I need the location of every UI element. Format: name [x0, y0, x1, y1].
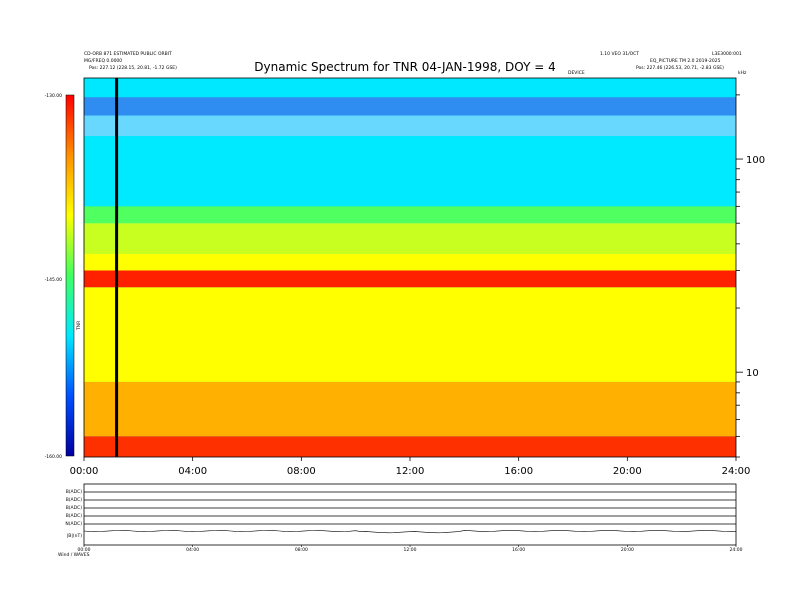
chart-title: Dynamic Spectrum for TNR 04-JAN-1998, DO… — [254, 60, 555, 74]
header-left-line3: Pos: 227.12 (228.15, 20.81, -1.72 GSE) — [89, 65, 177, 71]
sub-panel-frame — [83, 483, 737, 546]
header-right-corner: L3E3000:001 — [712, 51, 742, 57]
x-tick-label: 04:00 — [178, 466, 207, 477]
sub-panel-label: N(ADC) — [65, 521, 82, 527]
header-right-line1: 1.10 VEO 31/OCT — [600, 51, 639, 57]
footer-label: Wind / WAVES — [58, 552, 90, 558]
spectrogram-panel — [83, 77, 737, 458]
header-right-line2: EQ_PICTURE TM 2.0 2019-2025 — [650, 58, 721, 64]
spectrum-band-6 — [84, 253, 736, 271]
colorbar — [65, 94, 75, 457]
device-label: DEVICE — [568, 70, 585, 76]
spectrum-band-4 — [84, 206, 736, 224]
y-tick-label: 10 — [746, 368, 759, 379]
sub-x-tick-label: 16:00 — [512, 547, 525, 553]
y-unit-label: kHz — [738, 70, 747, 76]
sub-x-tick-label: 24:00 — [730, 547, 743, 553]
sub-panels: B(ADC) B(ADC) B(ADC) B(ADC) N(ADC) |B|(nT) 00:… — [65, 483, 743, 553]
x-tick-label: 20:00 — [613, 466, 642, 477]
spectrum-band-2 — [84, 115, 736, 137]
spectrum-band-10 — [84, 436, 736, 457]
spectrum-band-9 — [84, 381, 736, 437]
x-axis: 00:00 04:00 08:00 12:00 16:00 20:00 24:00 — [70, 457, 751, 477]
colorbar-tick-top: -130.00 — [45, 93, 63, 99]
spectrum-band-0 — [84, 78, 736, 98]
header-left-line2: MG/FREQ 0.0000 — [84, 58, 122, 64]
colorbar-label: TNR — [76, 321, 82, 331]
sub-x-tick-label: 04:00 — [186, 547, 199, 553]
sub-panel-label: |B|(nT) — [67, 533, 82, 539]
x-tick-label: 24:00 — [722, 466, 751, 477]
y-axis: 100 10 — [736, 94, 765, 458]
x-tick-label: 16:00 — [504, 466, 533, 477]
sub-panel-label: B(ADC) — [66, 505, 83, 511]
x-tick-label: 12:00 — [396, 466, 425, 477]
sub-panel-label: B(ADC) — [66, 489, 83, 495]
spectrum-band-7 — [84, 270, 736, 288]
sub-x-tick-label: 00:00 — [78, 547, 91, 553]
spectrum-band-1 — [84, 97, 736, 116]
y-tick-label: 100 — [746, 155, 765, 166]
sub-panel-label: B(ADC) — [66, 497, 83, 503]
colorbar-tick-bottom: -160.00 — [45, 454, 63, 460]
sub-x-tick-label: 20:00 — [621, 547, 634, 553]
header-left-line1: CD-ORB 871 ESTIMATED PUBLIC ORBIT — [84, 51, 172, 57]
spectrum-band-3 — [84, 136, 736, 207]
spectrum-band-8 — [84, 287, 736, 382]
sub-x-tick-label: 12:00 — [404, 547, 417, 553]
spectrum-band-5 — [84, 223, 736, 254]
x-tick-label: 08:00 — [287, 466, 316, 477]
sub-panel-trace — [83, 530, 737, 534]
colorbar-tick-mid: -145.00 — [45, 277, 63, 283]
header-right-line3: Pos: 227.46 (226.53, 20.71, -2.83 GSE) — [636, 65, 724, 71]
sub-panel-label: B(ADC) — [66, 513, 83, 519]
sub-x-tick-label: 08:00 — [295, 547, 308, 553]
x-tick-label: 00:00 — [70, 466, 99, 477]
